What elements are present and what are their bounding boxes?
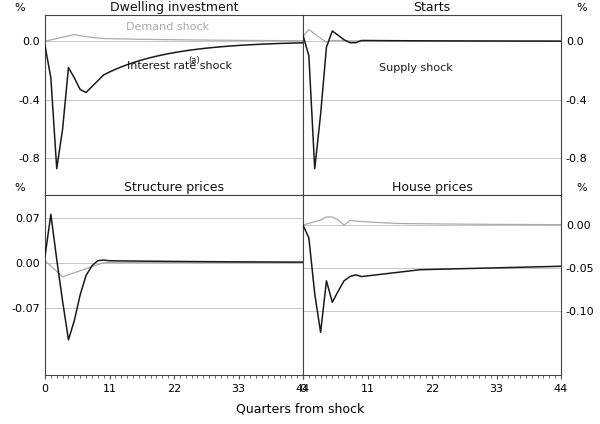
Text: %: %	[576, 3, 587, 13]
Text: %: %	[14, 3, 25, 13]
Title: Dwelling investment: Dwelling investment	[110, 1, 238, 14]
Text: %: %	[14, 183, 25, 193]
Text: %: %	[576, 183, 587, 193]
Text: Quarters from shock: Quarters from shock	[236, 402, 364, 416]
Title: House prices: House prices	[392, 181, 472, 194]
Text: Interest rate shock: Interest rate shock	[127, 61, 232, 70]
Title: Starts: Starts	[413, 1, 451, 14]
Title: Structure prices: Structure prices	[124, 181, 224, 194]
Text: Supply shock: Supply shock	[379, 64, 453, 73]
Text: Demand shock: Demand shock	[126, 22, 209, 32]
Text: (a): (a)	[188, 56, 200, 64]
